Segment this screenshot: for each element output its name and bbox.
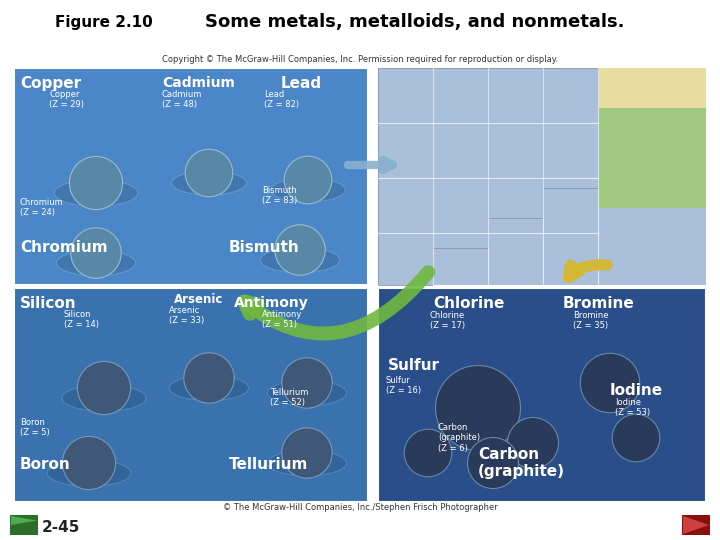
Bar bbox=[10, 515, 38, 535]
Circle shape bbox=[184, 353, 234, 403]
Bar bbox=[488, 68, 543, 218]
FancyArrowPatch shape bbox=[348, 160, 393, 170]
Text: Lead
(Z = 82): Lead (Z = 82) bbox=[264, 90, 299, 110]
Text: Arsenic: Arsenic bbox=[174, 293, 223, 306]
Ellipse shape bbox=[267, 380, 346, 406]
Circle shape bbox=[63, 436, 116, 490]
Circle shape bbox=[284, 156, 332, 204]
Text: Silicon: Silicon bbox=[20, 296, 76, 311]
Bar bbox=[598, 108, 706, 208]
Text: Bismuth: Bismuth bbox=[229, 240, 300, 255]
Ellipse shape bbox=[56, 251, 135, 275]
Text: Chlorine: Chlorine bbox=[433, 296, 505, 311]
Text: Bromine
(Z = 35): Bromine (Z = 35) bbox=[573, 311, 608, 330]
Circle shape bbox=[78, 361, 130, 415]
Circle shape bbox=[404, 429, 452, 477]
Circle shape bbox=[282, 358, 332, 408]
Text: Lead: Lead bbox=[281, 76, 322, 91]
Text: Chlorine
(Z = 17): Chlorine (Z = 17) bbox=[430, 311, 465, 330]
Text: Copyright © The McGraw-Hill Companies, Inc. Permission required for reproduction: Copyright © The McGraw-Hill Companies, I… bbox=[162, 56, 558, 64]
Circle shape bbox=[612, 414, 660, 462]
Circle shape bbox=[467, 437, 518, 489]
Text: Sulfur: Sulfur bbox=[388, 358, 440, 373]
Text: Chromium
(Z = 24): Chromium (Z = 24) bbox=[20, 198, 64, 218]
Bar bbox=[378, 288, 706, 502]
Ellipse shape bbox=[54, 180, 138, 206]
Ellipse shape bbox=[271, 178, 346, 202]
Circle shape bbox=[436, 366, 521, 450]
Ellipse shape bbox=[48, 460, 131, 487]
Bar bbox=[558, 68, 706, 188]
Text: 2-45: 2-45 bbox=[42, 520, 81, 535]
Text: Tellurium: Tellurium bbox=[229, 457, 308, 472]
Polygon shape bbox=[683, 516, 709, 534]
FancyArrowPatch shape bbox=[244, 272, 428, 334]
Circle shape bbox=[275, 225, 325, 275]
Bar bbox=[378, 68, 706, 285]
Text: © The McGraw-Hill Companies, Inc./Stephen Frisch Photographer: © The McGraw-Hill Companies, Inc./Stephe… bbox=[222, 503, 498, 511]
Circle shape bbox=[508, 417, 559, 469]
Text: Bismuth
(Z = 83): Bismuth (Z = 83) bbox=[262, 186, 297, 205]
Bar bbox=[543, 68, 598, 188]
Circle shape bbox=[69, 157, 122, 210]
Text: Antimony
(Z = 51): Antimony (Z = 51) bbox=[262, 310, 302, 329]
Text: Antimony: Antimony bbox=[234, 296, 309, 310]
Circle shape bbox=[580, 353, 640, 413]
Text: Arsenic
(Z = 33): Arsenic (Z = 33) bbox=[169, 306, 204, 326]
Text: Bromine: Bromine bbox=[563, 296, 635, 311]
Bar bbox=[14, 68, 368, 285]
Circle shape bbox=[71, 228, 121, 278]
Circle shape bbox=[282, 428, 332, 478]
Polygon shape bbox=[11, 516, 37, 525]
Text: Carbon
(graphite)
(Z = 6): Carbon (graphite) (Z = 6) bbox=[438, 423, 480, 453]
Bar bbox=[14, 288, 368, 502]
Text: Cadmium: Cadmium bbox=[162, 76, 235, 90]
Bar bbox=[433, 68, 488, 248]
Text: Some metals, metalloids, and nonmetals.: Some metals, metalloids, and nonmetals. bbox=[205, 13, 624, 31]
Text: Chromium: Chromium bbox=[20, 240, 107, 255]
FancyArrowPatch shape bbox=[569, 265, 607, 278]
Ellipse shape bbox=[171, 171, 246, 195]
Bar bbox=[378, 68, 433, 285]
Text: Boron
(Z = 5): Boron (Z = 5) bbox=[20, 418, 50, 437]
Text: Boron: Boron bbox=[20, 457, 71, 472]
Text: Copper: Copper bbox=[20, 76, 81, 91]
Text: Iodine
(Z = 53): Iodine (Z = 53) bbox=[615, 398, 650, 417]
Ellipse shape bbox=[169, 375, 248, 401]
Ellipse shape bbox=[62, 384, 145, 411]
Text: Silicon
(Z = 14): Silicon (Z = 14) bbox=[64, 310, 99, 329]
Text: Tellurium
(Z = 52): Tellurium (Z = 52) bbox=[270, 388, 308, 407]
Text: Figure 2.10: Figure 2.10 bbox=[55, 15, 153, 30]
Text: Cadmium
(Z = 48): Cadmium (Z = 48) bbox=[162, 90, 202, 110]
Circle shape bbox=[185, 149, 233, 197]
Text: Sulfur
(Z = 16): Sulfur (Z = 16) bbox=[386, 376, 421, 395]
Text: Copper
(Z = 29): Copper (Z = 29) bbox=[49, 90, 84, 110]
Ellipse shape bbox=[261, 247, 340, 273]
Ellipse shape bbox=[267, 450, 346, 476]
Text: Carbon
(graphite): Carbon (graphite) bbox=[478, 447, 565, 480]
Bar bbox=[682, 515, 710, 535]
Text: Iodine: Iodine bbox=[610, 383, 663, 398]
